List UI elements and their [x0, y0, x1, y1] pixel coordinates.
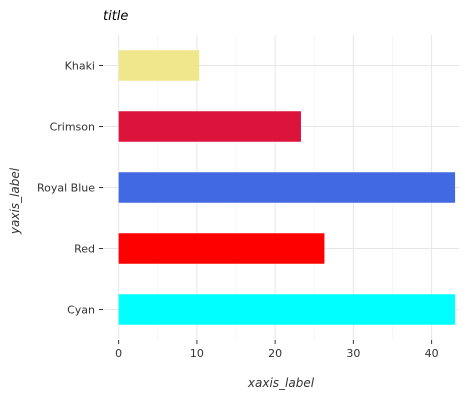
- x-tick-label: 20: [268, 347, 282, 360]
- plot-area: Cyan Red Royal Blue Crimson Khaki 0 10 20 30 40: [37, 35, 459, 360]
- x-tick-label: 10: [190, 347, 204, 360]
- bar-cyan: [118, 294, 456, 325]
- bar-royal-blue: [118, 172, 456, 203]
- bar-khaki: [118, 50, 200, 81]
- y-axis-label: yaxis_label: [8, 167, 22, 235]
- bar-red: [118, 233, 325, 264]
- bar-crimson: [118, 111, 301, 142]
- x-tick-label: 40: [425, 347, 439, 360]
- y-tick-label: Cyan: [67, 304, 95, 317]
- x-tick-label: 0: [115, 347, 122, 360]
- y-tick-label: Crimson: [50, 121, 95, 134]
- y-tick-label: Royal Blue: [37, 182, 95, 195]
- x-axis-label: xaxis_label: [247, 376, 315, 390]
- y-tick-label: Khaki: [65, 60, 95, 73]
- x-tick-label: 30: [346, 347, 360, 360]
- y-tick-label: Red: [74, 243, 95, 256]
- chart-title: title: [103, 9, 128, 24]
